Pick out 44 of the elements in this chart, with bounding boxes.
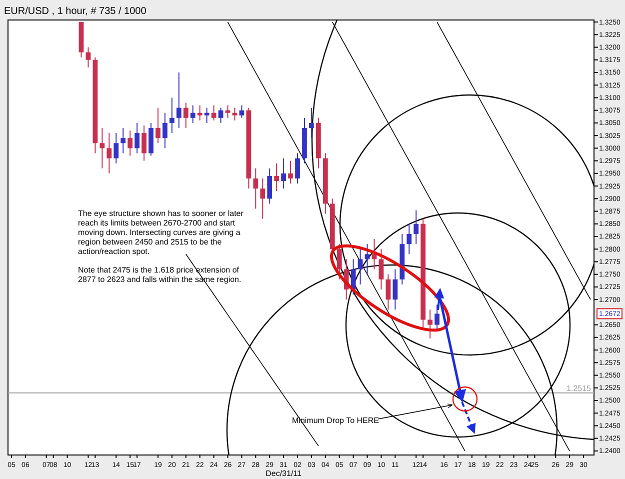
- candlestick: [260, 178, 266, 220]
- ref-line-label: 1.2515: [566, 384, 592, 393]
- candlestick: [218, 107, 224, 124]
- candlestick: [232, 107, 238, 121]
- candlestick: [336, 244, 342, 280]
- candlestick: [386, 274, 391, 310]
- candlestick: [204, 107, 210, 124]
- candlestick: [392, 268, 398, 310]
- candlestick: [120, 127, 126, 154]
- candlestick: [128, 130, 133, 156]
- candlestick: [434, 304, 440, 330]
- chart-title: EUR/USD , 1 hour, # 735 / 1000: [4, 6, 147, 17]
- candlestick: [288, 160, 293, 184]
- candlestick: [274, 162, 280, 192]
- candlestick: [239, 104, 244, 118]
- candlestick: [170, 97, 174, 134]
- candlestick: [281, 158, 286, 190]
- candlestick: [295, 152, 300, 184]
- candlestick: [358, 248, 363, 285]
- candlestick: [183, 102, 188, 128]
- candlestick: [350, 258, 356, 296]
- annotation: The eye structure shown has to sooner or later reach its limits between 2670-2700 and start moving down. Intersecting curves are giving a region between 2450 and 2515 to be the action/reaction spot.: [78, 209, 244, 256]
- candlestick: [86, 46, 91, 68]
- candlestick: [364, 244, 370, 275]
- candlestick: [225, 104, 230, 118]
- candlestick: [162, 112, 168, 149]
- candlestick: [156, 107, 160, 144]
- candlestick: [106, 132, 112, 174]
- candlestick: [176, 72, 182, 128]
- candlestick: [114, 132, 119, 164]
- candlestick: [190, 104, 196, 124]
- candlestick: [197, 104, 202, 121]
- candlestick: [253, 168, 258, 210]
- candlestick: [378, 248, 384, 290]
- candlestick: [142, 124, 146, 162]
- candlestick: [309, 107, 314, 139]
- candlestick: [134, 122, 140, 154]
- candlestick: [428, 309, 432, 339]
- candlestick: [100, 127, 105, 169]
- candlestick: [211, 104, 216, 121]
- candlestick: [406, 223, 412, 255]
- candlestick: [267, 168, 272, 204]
- candlestick: [414, 210, 419, 245]
- x-axis-title: Dec/31/11: [266, 469, 302, 478]
